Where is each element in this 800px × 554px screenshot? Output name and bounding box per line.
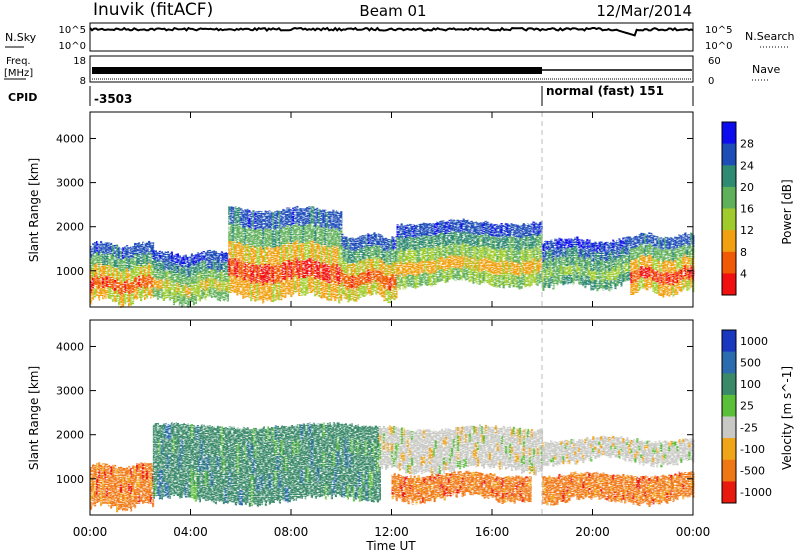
- power-band-7: [630, 232, 695, 298]
- power-colorbar-swatch-5: [722, 208, 736, 231]
- power-y-tick-2000: 2000: [56, 221, 84, 234]
- velocity-colorbar-tick-1: 1000: [740, 335, 768, 348]
- velocity-band-2: [152, 422, 381, 508]
- power-colorbar-label: Power [dB]: [780, 179, 794, 244]
- power-band-1: [90, 240, 155, 308]
- velocity-panel: Slant Range [km] 4000 3000 2000 1000 1000 50…: [27, 319, 794, 516]
- cpid-strip: CPID -3503 normal (fast) 151: [8, 84, 694, 106]
- freq-label: Freq.: [6, 56, 31, 67]
- velocity-y-tick-2000: 2000: [56, 429, 84, 442]
- velocity-colorbar-swatch-1: [722, 330, 736, 353]
- power-colorbar-tick-6: 8: [740, 246, 747, 259]
- velocity-band-6: [542, 471, 695, 507]
- velocity-colorbar-swatch-6: [722, 438, 736, 461]
- frequency-strip: Freq. [MHz] 18 8 60 0 Nave: [4, 55, 780, 87]
- freq-tick-top: 18: [73, 56, 86, 67]
- noise-strip: N.Sky 10^5 10^0 10^5 10^0 N.Search: [5, 22, 795, 52]
- x-axis-label: Time UT: [365, 539, 416, 553]
- noise-tick-top-right: 10^5: [705, 25, 732, 36]
- velocity-colorbar-tick-4: 25: [740, 400, 754, 413]
- power-colorbar-tick-3: 20: [740, 181, 754, 194]
- power-colorbar-swatch-7: [722, 251, 736, 274]
- freq-unit-label: [MHz]: [4, 68, 33, 79]
- velocity-y-axis-label: Slant Range [km]: [27, 366, 41, 470]
- velocity-band-3: [378, 424, 544, 476]
- cpid-label: CPID: [8, 91, 37, 104]
- cpid-entry-1: -3503: [94, 92, 132, 106]
- power-colorbar-tick-4: 16: [740, 203, 754, 216]
- velocity-colorbar-label: Velocity [m s^-1]: [780, 366, 794, 470]
- power-band-5: [396, 218, 543, 290]
- noise-tick-bottom-left: 10^0: [59, 41, 86, 52]
- velocity-colorbar-swatch-5: [722, 416, 736, 439]
- velocity-colorbar-tick-6: -100: [740, 443, 765, 456]
- x-tick-4: 16:00: [475, 525, 510, 539]
- power-band-6: [542, 236, 631, 292]
- velocity-colorbar-swatch-3: [722, 373, 736, 396]
- power-y-tick-1000: 1000: [56, 265, 84, 278]
- x-tick-0: 00:00: [73, 525, 108, 539]
- x-tick-2: 08:00: [274, 525, 309, 539]
- freq-tick-bottom: 8: [80, 76, 86, 87]
- power-y-axis-label: Slant Range [km]: [27, 158, 41, 262]
- x-tick-6: 00:00: [676, 525, 711, 539]
- power-y-tick-3000: 3000: [56, 177, 84, 190]
- power-y-tick-4000: 4000: [56, 132, 84, 145]
- power-colorbar-swatch-1: [722, 122, 736, 145]
- date-title: 12/Mar/2014: [596, 2, 692, 20]
- velocity-colorbar-swatch-2: [722, 351, 736, 374]
- nave-tick-bottom: 0: [708, 76, 714, 87]
- velocity-y-tick-3000: 3000: [56, 385, 84, 398]
- nave-tick-top: 60: [708, 56, 721, 67]
- velocity-colorbar-tick-8: -1000: [740, 486, 772, 499]
- x-tick-5: 20:00: [575, 525, 610, 539]
- power-colorbar-tick-5: 12: [740, 224, 754, 237]
- power-panel: Slant Range [km] 4000 3000 2000 1000 28 24 20…: [27, 111, 794, 308]
- power-band-2: [152, 249, 229, 308]
- noise-tick-bottom-right: 10^0: [705, 41, 732, 52]
- station-title: Inuvik (fitACF): [93, 0, 213, 20]
- velocity-band-1: [90, 462, 155, 513]
- velocity-colorbar-tick-7: -500: [740, 465, 765, 478]
- velocity-colorbar-swatch-7: [722, 459, 736, 482]
- noise-tick-top-left: 10^5: [59, 25, 86, 36]
- power-colorbar-swatch-6: [722, 230, 736, 253]
- beam-title: Beam 01: [359, 2, 426, 20]
- velocity-colorbar-swatch-4: [722, 394, 736, 417]
- velocity-colorbar-tick-3: 100: [740, 378, 761, 391]
- cpid-entry-2: normal (fast) 151: [546, 84, 664, 98]
- nave-label: Nave: [752, 63, 780, 76]
- velocity-colorbar-swatch-8: [722, 481, 736, 504]
- noise-trace: [89, 26, 694, 37]
- velocity-band-5: [542, 435, 695, 468]
- power-band-3: [228, 205, 343, 304]
- power-colorbar-tick-2: 24: [740, 159, 754, 172]
- power-colorbar-swatch-8: [722, 273, 736, 296]
- power-colorbar-tick-7: 4: [740, 267, 747, 280]
- power-colorbar-swatch-4: [722, 186, 736, 209]
- velocity-colorbar-tick-5: -25: [740, 421, 758, 434]
- power-band-4: [341, 232, 398, 304]
- freq-trace: [92, 67, 542, 74]
- velocity-band-4: [391, 470, 532, 505]
- nsearch-label: N.Search: [745, 30, 795, 43]
- x-tick-3: 12:00: [374, 525, 409, 539]
- velocity-colorbar-tick-2: 500: [740, 356, 761, 369]
- velocity-y-tick-1000: 1000: [56, 473, 84, 486]
- x-tick-1: 04:00: [173, 525, 208, 539]
- power-colorbar-swatch-3: [722, 165, 736, 188]
- power-colorbar-tick-1: 28: [740, 138, 754, 151]
- x-axis: 00:00 04:00 08:00 12:00 16:00 20:00 00:00: [73, 112, 711, 539]
- power-colorbar-swatch-2: [722, 143, 736, 166]
- velocity-y-tick-4000: 4000: [56, 340, 84, 353]
- nsky-label: N.Sky: [5, 31, 37, 44]
